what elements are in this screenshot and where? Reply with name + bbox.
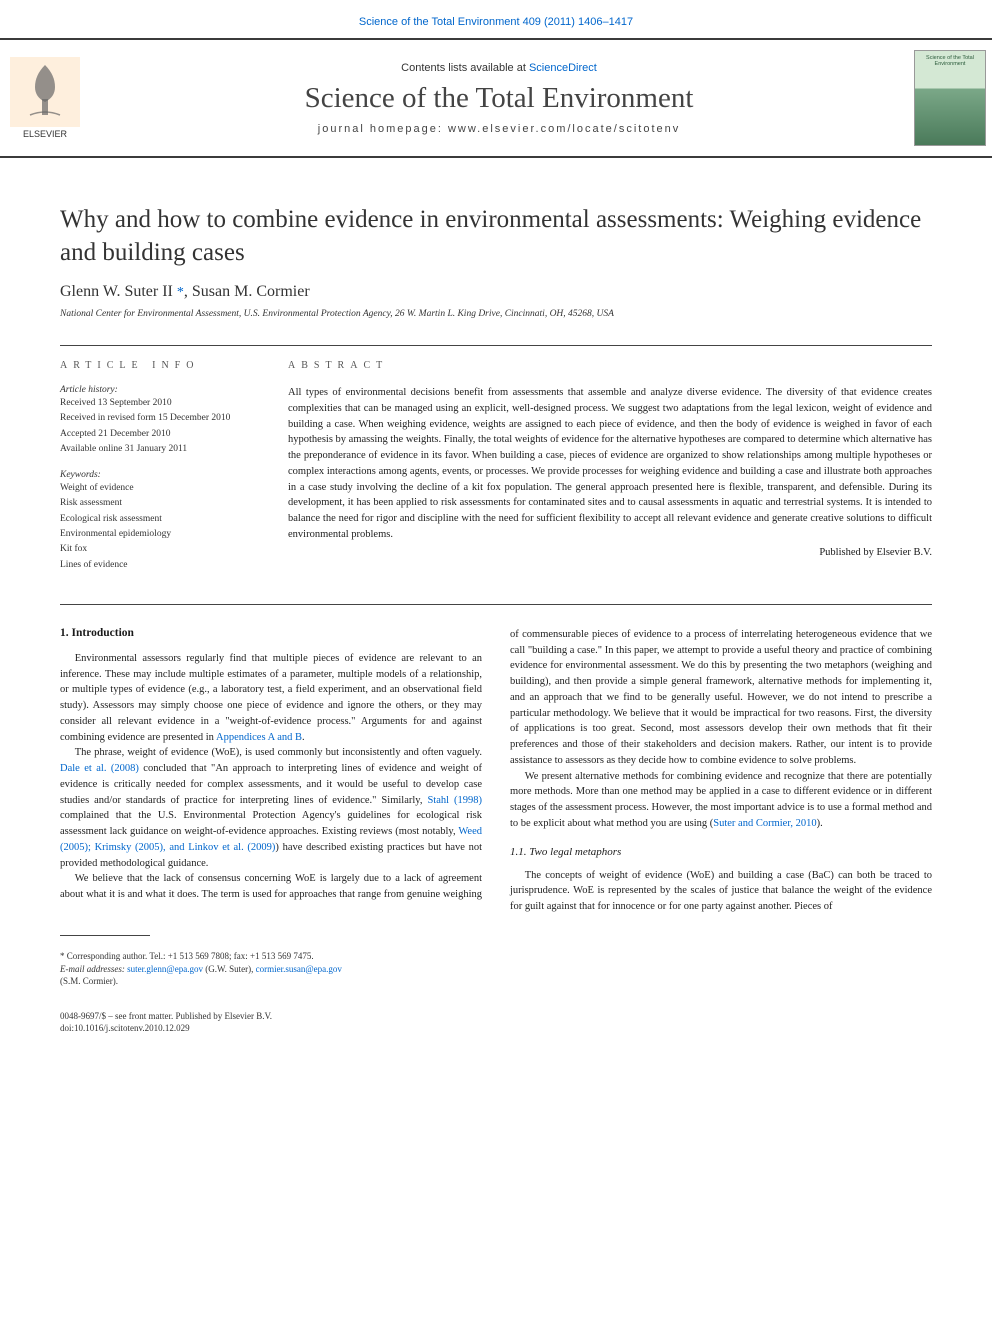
article-info-column: ARTICLE INFO Article history: Received 1… — [60, 360, 260, 586]
body-paragraph: The concepts of weight of evidence (WoE)… — [510, 868, 932, 915]
body-columns: 1. Introduction Environmental assessors … — [0, 605, 992, 935]
email-name-2: (S.M. Cormier). — [60, 975, 932, 988]
published-by: Published by Elsevier B.V. — [288, 547, 932, 558]
journal-citation-link[interactable]: Science of the Total Environment 409 (20… — [359, 16, 633, 28]
cover-title-text: Science of the Total Environment — [919, 55, 981, 67]
citation-link[interactable]: Stahl (1998) — [427, 795, 482, 806]
journal-citation: Science of the Total Environment 409 (20… — [0, 0, 992, 38]
keyword: Lines of evidence — [60, 559, 260, 572]
email-name: (G.W. Suter), — [203, 964, 256, 974]
issn-line: 0048-9697/$ – see front matter. Publishe… — [60, 1010, 932, 1023]
subsection-heading: 1.1. Two legal metaphors — [510, 846, 932, 858]
header-center: Contents lists available at ScienceDirec… — [90, 40, 908, 156]
footnotes: * Corresponding author. Tel.: +1 513 569… — [0, 942, 992, 1004]
elsevier-tree-icon — [10, 57, 80, 127]
journal-name: Science of the Total Environment — [305, 82, 694, 115]
contents-available-line: Contents lists available at ScienceDirec… — [401, 62, 597, 74]
article-title: Why and how to combine evidence in envir… — [60, 204, 932, 269]
body-text-span: The phrase, weight of evidence (WoE), is… — [75, 747, 482, 758]
doi-line: doi:10.1016/j.scitotenv.2010.12.029 — [60, 1022, 932, 1035]
author-names-rest: , Susan M. Cormier — [184, 283, 310, 300]
body-text-span: . — [302, 732, 305, 743]
keyword: Risk assessment — [60, 497, 260, 510]
abstract-heading: ABSTRACT — [288, 360, 932, 371]
journal-cover: Science of the Total Environment — [908, 40, 992, 156]
authors: Glenn W. Suter II *, Susan M. Cormier — [60, 283, 932, 301]
corresponding-author-marker[interactable]: * — [177, 285, 184, 300]
history-item: Received 13 September 2010 — [60, 397, 260, 410]
citation-link[interactable]: Suter and Cormier, 2010 — [713, 818, 816, 829]
keywords-block: Keywords: Weight of evidence Risk assess… — [60, 470, 260, 572]
elsevier-logo: ELSEVIER — [0, 40, 90, 156]
sciencedirect-link[interactable]: ScienceDirect — [529, 62, 597, 74]
body-text-span: ). — [817, 818, 823, 829]
journal-homepage: journal homepage: www.elsevier.com/locat… — [318, 123, 680, 135]
footnote-divider — [60, 935, 150, 936]
abstract-text: All types of environmental decisions ben… — [288, 385, 932, 543]
article-history-block: Article history: Received 13 September 2… — [60, 385, 260, 456]
keyword: Kit fox — [60, 543, 260, 556]
body-text-span: complained that the U.S. Environmental P… — [60, 810, 482, 837]
email-link[interactable]: suter.glenn@epa.gov — [127, 964, 203, 974]
info-abstract-row: ARTICLE INFO Article history: Received 1… — [0, 346, 992, 604]
affiliation: National Center for Environmental Assess… — [60, 309, 932, 319]
history-label: Article history: — [60, 385, 260, 395]
journal-cover-thumbnail: Science of the Total Environment — [914, 50, 986, 146]
keyword: Weight of evidence — [60, 482, 260, 495]
journal-header: ELSEVIER Contents lists available at Sci… — [0, 38, 992, 158]
history-item: Accepted 21 December 2010 — [60, 428, 260, 441]
footer: 0048-9697/$ – see front matter. Publishe… — [0, 1004, 992, 1053]
citation-link[interactable]: Dale et al. (2008) — [60, 763, 139, 774]
corresponding-author-footnote: * Corresponding author. Tel.: +1 513 569… — [60, 950, 932, 963]
appendix-link[interactable]: Appendices A and B — [216, 732, 302, 743]
article-info-heading: ARTICLE INFO — [60, 360, 260, 371]
history-item: Received in revised form 15 December 201… — [60, 412, 260, 425]
email-label: E-mail addresses: — [60, 964, 127, 974]
keyword: Ecological risk assessment — [60, 513, 260, 526]
body-text-span: Environmental assessors regularly find t… — [60, 653, 482, 743]
body-paragraph: We present alternative methods for combi… — [510, 769, 932, 832]
publisher-name: ELSEVIER — [23, 129, 67, 139]
abstract-column: ABSTRACT All types of environmental deci… — [288, 360, 932, 586]
author-names: Glenn W. Suter II — [60, 283, 177, 300]
body-paragraph: The phrase, weight of evidence (WoE), is… — [60, 745, 482, 871]
email-link[interactable]: cormier.susan@epa.gov — [256, 964, 342, 974]
contents-prefix: Contents lists available at — [401, 62, 529, 74]
title-section: Why and how to combine evidence in envir… — [0, 158, 992, 345]
section-heading-intro: 1. Introduction — [60, 627, 482, 639]
email-footnote: E-mail addresses: suter.glenn@epa.gov (G… — [60, 963, 932, 976]
body-paragraph: Environmental assessors regularly find t… — [60, 651, 482, 746]
history-item: Available online 31 January 2011 — [60, 443, 260, 456]
keywords-label: Keywords: — [60, 470, 260, 480]
keyword: Environmental epidemiology — [60, 528, 260, 541]
